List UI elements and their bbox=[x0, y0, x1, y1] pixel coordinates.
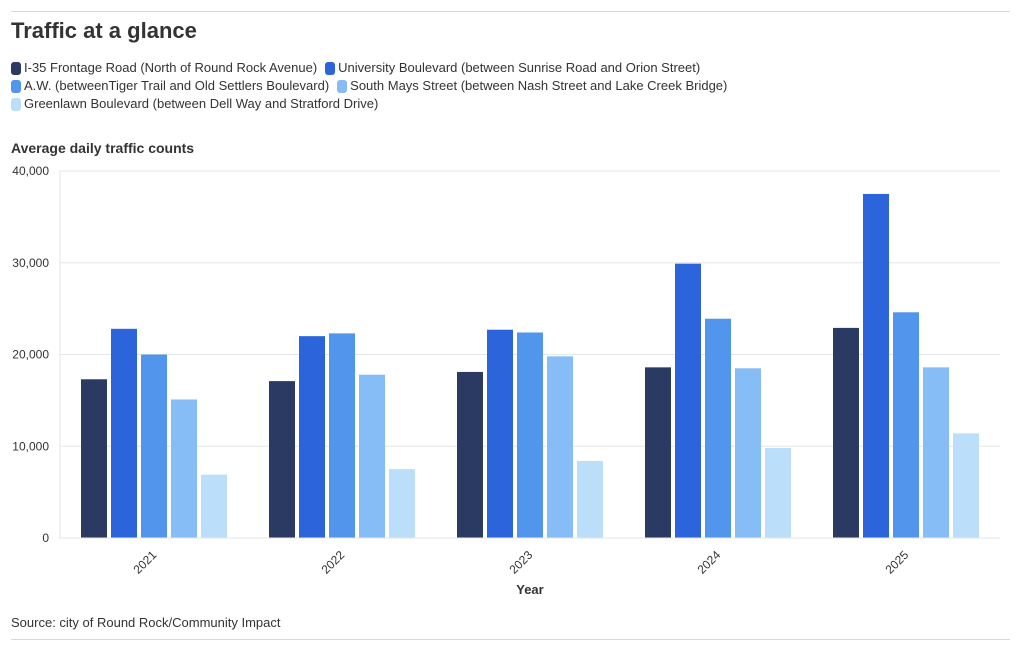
legend-label: Greenlawn Boulevard (between Dell Way an… bbox=[24, 96, 379, 111]
bar bbox=[765, 448, 791, 538]
legend-swatch bbox=[11, 79, 21, 93]
bar bbox=[705, 318, 731, 538]
legend-swatch bbox=[11, 97, 21, 111]
bar bbox=[487, 329, 513, 538]
bar bbox=[953, 433, 979, 538]
chart-legend: I-35 Frontage Road (North of Round Rock … bbox=[11, 59, 771, 113]
bar bbox=[457, 371, 483, 538]
bar bbox=[201, 474, 227, 538]
legend-swatch bbox=[337, 79, 348, 93]
x-tick-label: 2025 bbox=[883, 548, 912, 577]
bar bbox=[923, 367, 949, 538]
source-note: Source: city of Round Rock/Community Imp… bbox=[11, 615, 281, 630]
bar bbox=[893, 312, 919, 538]
legend-label: I-35 Frontage Road (North of Round Rock … bbox=[24, 60, 318, 75]
x-tick-label: 2021 bbox=[131, 548, 160, 577]
bar bbox=[833, 327, 859, 538]
x-tick-label: 2024 bbox=[695, 548, 724, 577]
legend-label: University Boulevard (between Sunrise Ro… bbox=[338, 60, 701, 75]
x-tick-label: 2023 bbox=[507, 548, 536, 577]
bar bbox=[547, 356, 573, 538]
y-tick-label: 10,000 bbox=[12, 439, 49, 453]
legend-item[interactable]: South Mays Street (between Nash Street a… bbox=[337, 77, 727, 95]
legend-label: A.W. (betweenTiger Trail and Old Settler… bbox=[24, 78, 330, 93]
legend-label: South Mays Street (between Nash Street a… bbox=[350, 78, 728, 93]
bar bbox=[81, 379, 107, 538]
bar bbox=[517, 332, 543, 538]
bar bbox=[299, 336, 325, 538]
legend-item[interactable]: I-35 Frontage Road (North of Round Rock … bbox=[11, 59, 317, 77]
legend-item[interactable]: Greenlawn Boulevard (between Dell Way an… bbox=[11, 95, 378, 113]
legend-item[interactable]: A.W. (betweenTiger Trail and Old Settler… bbox=[11, 77, 329, 95]
bar bbox=[645, 367, 671, 538]
top-divider bbox=[11, 11, 1010, 12]
page-title: Traffic at a glance bbox=[11, 18, 197, 43]
legend-item[interactable]: University Boulevard (between Sunrise Ro… bbox=[325, 59, 700, 77]
bar bbox=[359, 374, 385, 538]
bar bbox=[141, 354, 167, 538]
chart-title: Average daily traffic counts bbox=[11, 140, 195, 156]
bar bbox=[863, 193, 889, 538]
x-tick-label: 2022 bbox=[319, 548, 348, 577]
bottom-divider bbox=[11, 639, 1010, 640]
bar bbox=[111, 328, 137, 538]
y-tick-label: 40,000 bbox=[12, 164, 49, 178]
bar bbox=[329, 333, 355, 538]
bar bbox=[735, 368, 761, 538]
legend-swatch bbox=[11, 61, 21, 75]
bar bbox=[269, 381, 295, 538]
bar bbox=[675, 263, 701, 538]
y-tick-label: 20,000 bbox=[12, 348, 49, 362]
y-tick-label: 0 bbox=[42, 531, 49, 545]
legend-swatch bbox=[325, 61, 336, 75]
bar bbox=[577, 460, 603, 538]
x-axis-title: Year bbox=[516, 582, 543, 597]
bar bbox=[171, 399, 197, 538]
bar bbox=[389, 469, 415, 538]
y-tick-label: 30,000 bbox=[12, 256, 49, 270]
